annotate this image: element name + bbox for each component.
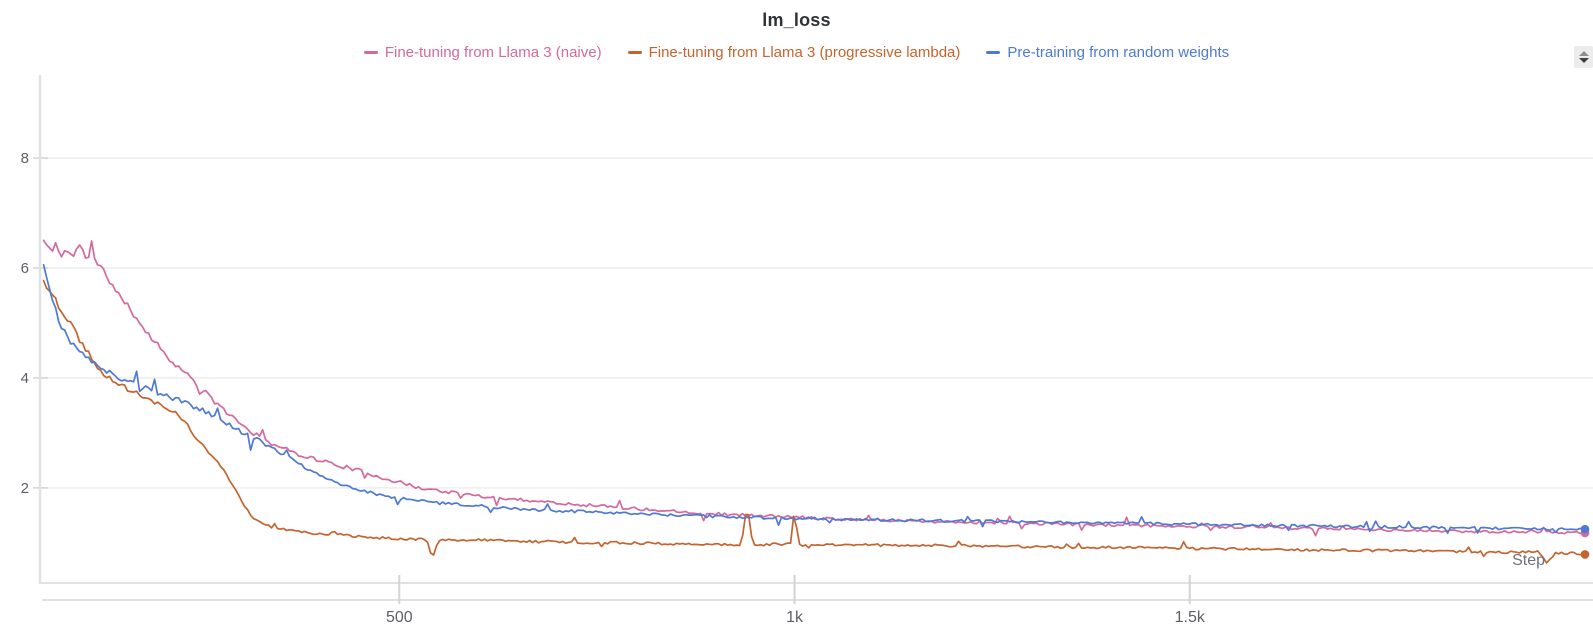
- legend-swatch-dash: [986, 51, 1001, 54]
- chevron-up-icon: [1578, 51, 1589, 56]
- legend-label: Fine-tuning from Llama 3 (naive): [384, 44, 602, 61]
- x-tick-label: 1k: [786, 609, 804, 626]
- y-tick-label: 4: [21, 370, 29, 387]
- series-line-pretrain[interactable]: [42, 263, 1584, 534]
- series-line-progressive[interactable]: [42, 279, 1584, 564]
- legend-swatch-dash: [363, 51, 378, 54]
- x-axis-title: Step: [1512, 552, 1545, 569]
- legend-item-progressive[interactable]: Fine-tuning from Llama 3 (progressive la…: [627, 44, 961, 61]
- series-end-dot-pretrain: [1580, 524, 1590, 534]
- y-tick-label: 2: [21, 480, 29, 497]
- stepper-icon[interactable]: [1574, 46, 1593, 68]
- legend-swatch-dash: [627, 51, 642, 54]
- legend-label: Pre-training from random weights: [1007, 44, 1230, 61]
- legend-item-pretrain[interactable]: Pre-training from random weights: [986, 44, 1229, 61]
- y-tick-label: 6: [21, 260, 29, 277]
- y-tick-label: 8: [21, 150, 29, 167]
- series-end-dot-progressive: [1580, 550, 1590, 559]
- legend: Fine-tuning from Llama 3 (naive) Fine-tu…: [0, 44, 1593, 61]
- chevron-down-icon: [1578, 58, 1589, 63]
- legend-label: Fine-tuning from Llama 3 (progressive la…: [648, 44, 961, 61]
- chart-title: lm_loss: [762, 10, 831, 30]
- x-tick-label: 500: [386, 609, 413, 626]
- series-line-naive[interactable]: [42, 239, 1584, 537]
- legend-item-naive[interactable]: Fine-tuning from Llama 3 (naive): [363, 44, 602, 61]
- x-tick-label: 1.5k: [1175, 609, 1206, 626]
